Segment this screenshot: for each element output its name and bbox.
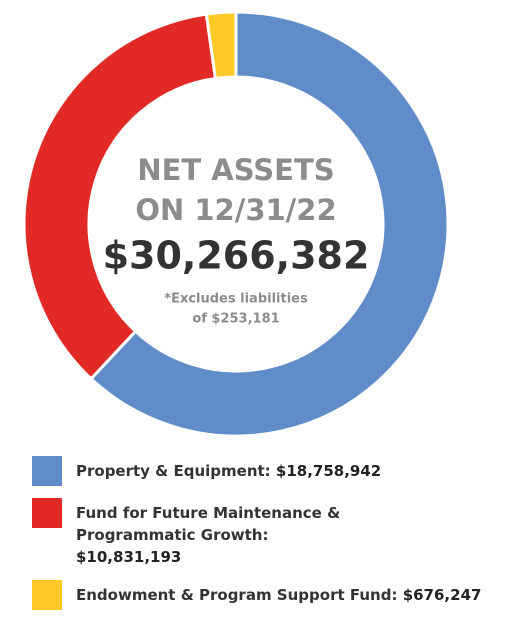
legend-text: Fund for Future Maintenance & Programmat… bbox=[76, 498, 376, 568]
center-note: *Excludes liabilities bbox=[164, 292, 308, 307]
center-note: of $253,181 bbox=[192, 312, 279, 327]
donut-slice bbox=[22, 12, 218, 381]
center-heading: NET ASSETS bbox=[137, 153, 334, 187]
legend-item: Property & Equipment: $18,758,942 bbox=[32, 456, 481, 486]
legend-name: Property & Equipment: bbox=[76, 462, 271, 480]
legend-item: Endowment & Program Support Fund: $676,2… bbox=[32, 580, 481, 610]
legend-value: $18,758,942 bbox=[275, 462, 382, 480]
legend: Property & Equipment: $18,758,942 Fund fo… bbox=[32, 456, 481, 622]
legend-value: $10,831,193 bbox=[76, 548, 182, 566]
page: NET ASSETS ON 12/31/22 $30,266,382 *Exclude… bbox=[22, 10, 481, 610]
legend-text: Endowment & Program Support Fund: $676,2… bbox=[76, 580, 481, 606]
legend-item: Fund for Future Maintenance & Programmat… bbox=[32, 498, 481, 568]
chart: NET ASSETS ON 12/31/22 $30,266,382 *Exclude… bbox=[22, 10, 450, 438]
center-heading: ON 12/31/22 bbox=[135, 193, 336, 227]
donut-slice bbox=[88, 10, 450, 438]
legend-swatch bbox=[32, 580, 62, 610]
legend-text: Property & Equipment: $18,758,942 bbox=[76, 456, 381, 482]
legend-name: Fund for Future Maintenance & Programmat… bbox=[76, 504, 341, 544]
legend-swatch bbox=[32, 456, 62, 486]
center-total: $30,266,382 bbox=[103, 234, 370, 278]
donut-slice bbox=[204, 10, 238, 81]
legend-swatch bbox=[32, 498, 62, 528]
